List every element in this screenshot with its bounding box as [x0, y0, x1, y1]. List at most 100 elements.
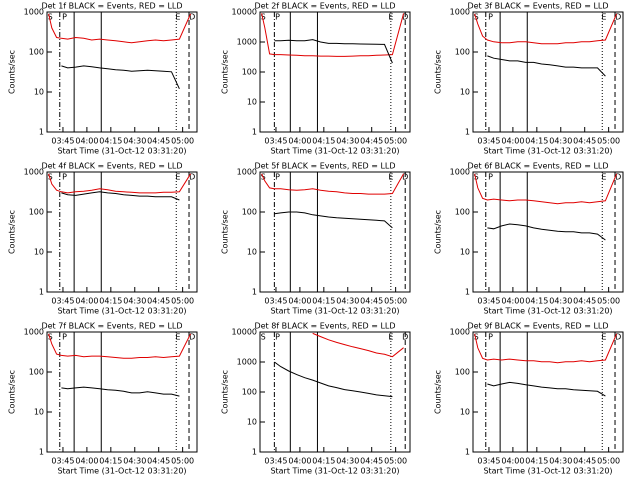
x-axis-label: Start Time (31-Oct-12 03:31:20) — [483, 467, 612, 476]
x-tick-label: 03:45 — [51, 137, 74, 146]
series-line — [48, 333, 192, 359]
y-tick-label: 1 — [465, 448, 470, 457]
y-tick-label: 10 — [34, 88, 44, 97]
event-label: E — [175, 13, 180, 22]
event-label: D — [615, 13, 621, 22]
x-tick-label: 04:15 — [99, 457, 122, 466]
event-label: S — [474, 173, 479, 182]
series-line — [487, 223, 606, 241]
chart-title: Det 3f BLACK = Events, RED = LLD — [467, 2, 608, 11]
panel: Det 3f BLACK = Events, RED = LLD 1 10 100 10… — [434, 2, 624, 156]
y-axis-label: Counts/sec — [8, 370, 17, 414]
x-tick-label: 04:30 — [123, 297, 146, 306]
x-tick-label: 04:30 — [336, 457, 359, 466]
x-tick-label: 05:00 — [384, 297, 407, 306]
x-tick-label: 04:00 — [288, 457, 311, 466]
chart-title: Det 6f BLACK = Events, RED = LLD — [467, 162, 608, 171]
y-axis-label: Counts/sec — [8, 50, 17, 94]
panel: Det 2f BLACK = Events, RED = LLD 1 10 100 10… — [221, 2, 411, 156]
y-tick-label: 10 — [460, 88, 470, 97]
chart-title: Det 4f BLACK = Events, RED = LLD — [41, 162, 182, 171]
x-tick-label: 04:00 — [501, 297, 524, 306]
x-tick-label: 05:00 — [171, 137, 194, 146]
y-tick-label: 10 — [34, 408, 44, 417]
y-axis-label: Counts/sec — [8, 210, 17, 254]
x-axis-label: Start Time (31-Oct-12 03:31:20) — [57, 467, 186, 476]
y-tick-label: 100 — [455, 48, 470, 57]
event-label: S — [261, 13, 266, 22]
y-tick-label: 1000 — [24, 328, 44, 337]
x-tick-label: 04:45 — [360, 137, 383, 146]
y-tick-label: 100 — [242, 208, 257, 217]
y-tick-label: 1 — [465, 128, 470, 137]
x-tick-label: 04:15 — [525, 297, 548, 306]
panel: Det 9f BLACK = Events, RED = LLD 1 10 100 10… — [434, 322, 624, 476]
chart-title: Det 9f BLACK = Events, RED = LLD — [467, 322, 608, 331]
x-tick-label: 04:30 — [549, 457, 572, 466]
series-line — [61, 191, 180, 201]
event-label: D — [189, 173, 195, 182]
y-tick-label: 100 — [455, 368, 470, 377]
series-line — [48, 173, 192, 194]
event-label: E — [601, 13, 606, 22]
y-tick-label: 1000 — [450, 168, 470, 177]
y-tick-label: 10 — [34, 248, 44, 257]
event-label: D — [402, 333, 408, 342]
x-tick-label: 04:15 — [99, 297, 122, 306]
panel: Det 8f BLACK = Events, RED = LLD 1 10 100 10… — [221, 322, 411, 476]
series-line — [48, 13, 192, 44]
x-tick-label: 04:30 — [123, 457, 146, 466]
x-tick-label: 03:45 — [51, 297, 74, 306]
x-tick-label: 04:45 — [360, 297, 383, 306]
y-axis-label: Counts/sec — [221, 210, 230, 254]
y-axis-label: Counts/sec — [221, 370, 230, 414]
y-tick-label: 1 — [252, 128, 257, 137]
event-label: P — [488, 173, 493, 182]
event-label: S — [261, 333, 266, 342]
event-label: E — [601, 333, 606, 342]
series-line — [61, 386, 180, 397]
plot-frame — [46, 11, 198, 133]
event-label: P — [488, 333, 493, 342]
event-label: S — [48, 173, 53, 182]
x-tick-label: 04:15 — [525, 137, 548, 146]
series-line — [312, 332, 404, 358]
chart-title: Det 1f BLACK = Events, RED = LLD — [41, 2, 182, 11]
panel: Det 5f BLACK = Events, RED = LLD 1 10 100 10… — [221, 162, 411, 316]
x-tick-label: 04:30 — [549, 297, 572, 306]
x-tick-label: 04:30 — [336, 297, 359, 306]
x-tick-label: 05:00 — [597, 297, 620, 306]
x-axis-label: Start Time (31-Oct-12 03:31:20) — [270, 307, 399, 316]
event-label: E — [388, 13, 393, 22]
x-tick-label: 04:45 — [573, 137, 596, 146]
y-tick-label: 100 — [29, 208, 44, 217]
chart-title: Det 2f BLACK = Events, RED = LLD — [254, 2, 395, 11]
x-tick-label: 04:45 — [147, 137, 170, 146]
x-tick-label: 05:00 — [171, 457, 194, 466]
x-tick-label: 04:00 — [75, 137, 98, 146]
series-line — [487, 381, 606, 397]
y-axis-label: Counts/sec — [434, 210, 443, 254]
event-label: E — [388, 173, 393, 182]
x-axis-label: Start Time (31-Oct-12 03:31:20) — [270, 467, 399, 476]
x-tick-label: 03:45 — [477, 137, 500, 146]
event-label: P — [488, 13, 493, 22]
event-label: D — [189, 13, 195, 22]
x-tick-label: 04:45 — [573, 457, 596, 466]
y-tick-label: 1 — [39, 128, 44, 137]
chart-title: Det 7f BLACK = Events, RED = LLD — [41, 322, 182, 331]
x-tick-label: 03:45 — [477, 457, 500, 466]
panel: Det 7f BLACK = Events, RED = LLD 1 10 100 10… — [8, 322, 198, 476]
x-axis-label: Start Time (31-Oct-12 03:31:20) — [483, 307, 612, 316]
event-label: D — [402, 173, 408, 182]
x-tick-label: 04:00 — [501, 137, 524, 146]
event-label: P — [275, 333, 280, 342]
y-tick-label: 10 — [247, 418, 257, 427]
event-label: E — [175, 333, 180, 342]
x-tick-label: 05:00 — [384, 137, 407, 146]
y-tick-label: 1 — [39, 288, 44, 297]
x-tick-label: 04:00 — [75, 297, 98, 306]
plot-frame — [259, 331, 411, 453]
x-axis-label: Start Time (31-Oct-12 03:31:20) — [270, 147, 399, 156]
